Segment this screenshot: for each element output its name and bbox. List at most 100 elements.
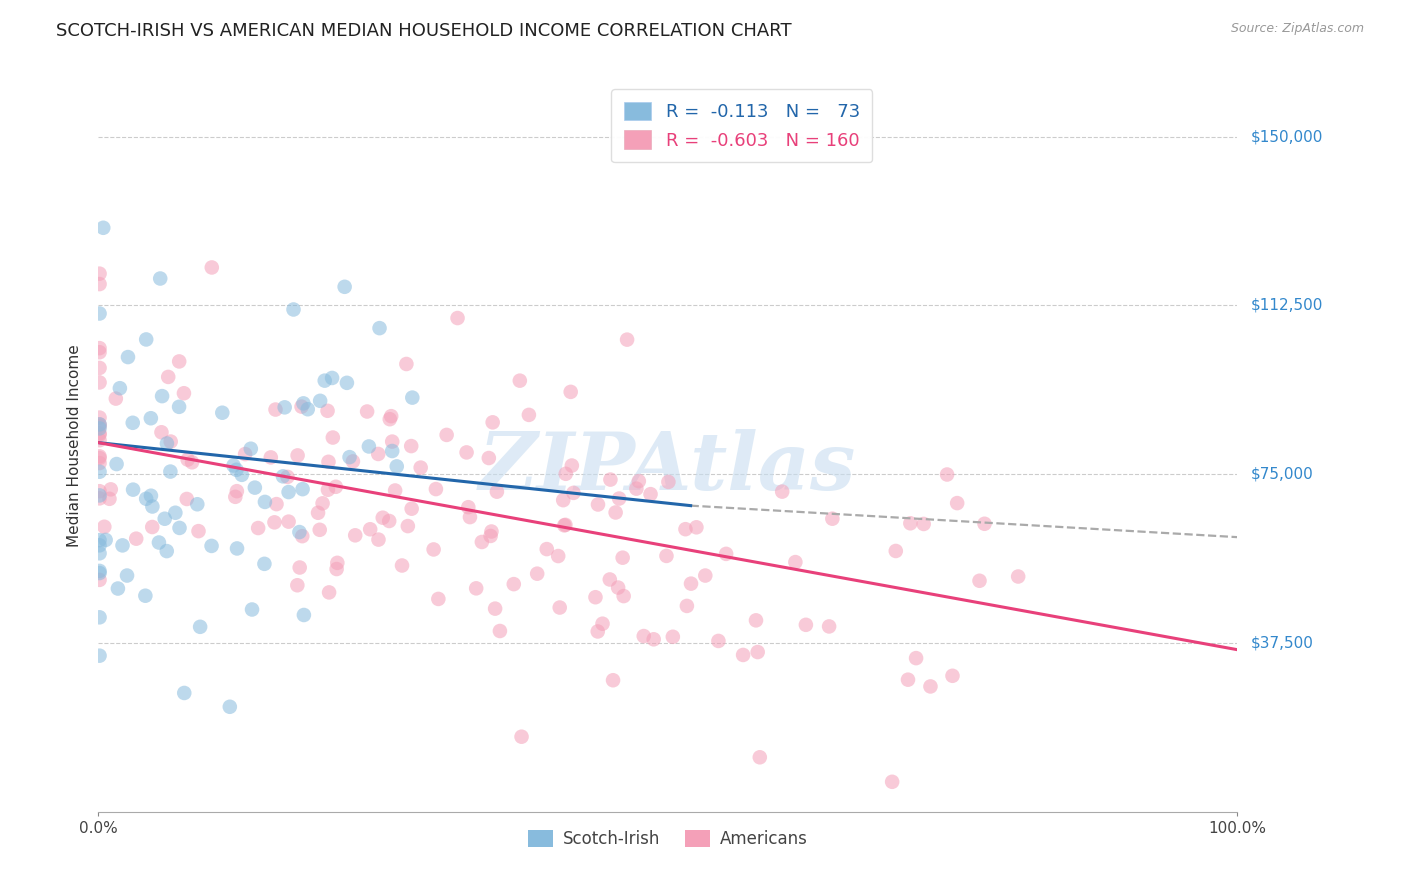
Point — [89, 456, 111, 470]
Point — [675, 522, 697, 536]
Point — [381, 434, 404, 449]
Point — [288, 560, 311, 574]
Point — [316, 404, 339, 418]
Point — [276, 470, 298, 484]
Point — [89, 484, 111, 499]
Point — [936, 467, 959, 482]
Point — [605, 506, 627, 520]
Point — [89, 417, 111, 432]
Point — [427, 591, 450, 606]
Text: SCOTCH-IRISH VS AMERICAN MEDIAN HOUSEHOLD INCOME CORRELATION CHART: SCOTCH-IRISH VS AMERICAN MEDIAN HOUSEHOL… — [56, 22, 792, 40]
Point — [176, 491, 198, 506]
Point — [121, 416, 143, 430]
Point — [607, 581, 630, 595]
Point — [108, 381, 131, 395]
Point — [794, 617, 817, 632]
Point — [325, 562, 347, 576]
Point — [536, 542, 558, 557]
Point — [292, 607, 315, 622]
Point — [159, 434, 181, 449]
Point — [396, 519, 419, 533]
Point — [627, 474, 650, 488]
Point — [218, 699, 240, 714]
Point — [561, 458, 583, 473]
Point — [260, 450, 283, 465]
Point — [89, 465, 111, 479]
Point — [201, 260, 224, 275]
Text: $37,500: $37,500 — [1251, 635, 1315, 650]
Point — [657, 475, 679, 489]
Point — [484, 601, 506, 615]
Point — [89, 426, 111, 441]
Point — [695, 568, 717, 582]
Point — [134, 589, 156, 603]
Point — [662, 630, 685, 644]
Point — [316, 483, 339, 497]
Point — [969, 574, 991, 588]
Point — [586, 624, 609, 639]
Point — [685, 520, 707, 534]
Point — [277, 485, 299, 500]
Point — [139, 489, 162, 503]
Point — [359, 522, 381, 536]
Point — [489, 624, 512, 638]
Point — [748, 750, 770, 764]
Point — [318, 455, 340, 469]
Point — [554, 517, 576, 532]
Point — [89, 306, 111, 320]
Point — [485, 484, 508, 499]
Point — [181, 455, 204, 469]
Point — [186, 497, 208, 511]
Point — [655, 549, 678, 563]
Point — [336, 376, 359, 390]
Point — [395, 357, 418, 371]
Point — [401, 391, 423, 405]
Point — [607, 491, 630, 506]
Point — [271, 469, 294, 483]
Point — [89, 573, 111, 587]
Point — [884, 544, 907, 558]
Point — [318, 585, 340, 599]
Point — [378, 412, 401, 426]
Point — [122, 483, 145, 497]
Point — [89, 267, 111, 281]
Point — [941, 669, 963, 683]
Point — [311, 496, 333, 510]
Point — [562, 486, 585, 500]
Point — [973, 516, 995, 531]
Point — [770, 484, 793, 499]
Point — [89, 433, 111, 447]
Point — [98, 491, 121, 506]
Point — [339, 450, 361, 464]
Point — [117, 350, 139, 364]
Point — [89, 491, 111, 506]
Point — [253, 557, 276, 571]
Point — [107, 582, 129, 596]
Point — [231, 467, 253, 482]
Point — [167, 400, 190, 414]
Point — [91, 220, 114, 235]
Point — [291, 482, 314, 496]
Point — [104, 392, 127, 406]
Point — [399, 439, 422, 453]
Point — [292, 396, 315, 410]
Point — [89, 427, 111, 442]
Point — [105, 457, 128, 471]
Point — [342, 454, 364, 468]
Point — [233, 447, 256, 461]
Point — [173, 386, 195, 401]
Point — [367, 447, 389, 461]
Point — [89, 277, 111, 291]
Point — [385, 459, 408, 474]
Point — [409, 460, 432, 475]
Point — [288, 524, 311, 539]
Point — [165, 506, 187, 520]
Point — [264, 402, 287, 417]
Point — [94, 533, 117, 547]
Point — [135, 333, 157, 347]
Point — [425, 482, 447, 496]
Point — [150, 425, 173, 440]
Point — [633, 629, 655, 643]
Point — [479, 529, 502, 543]
Point — [436, 428, 458, 442]
